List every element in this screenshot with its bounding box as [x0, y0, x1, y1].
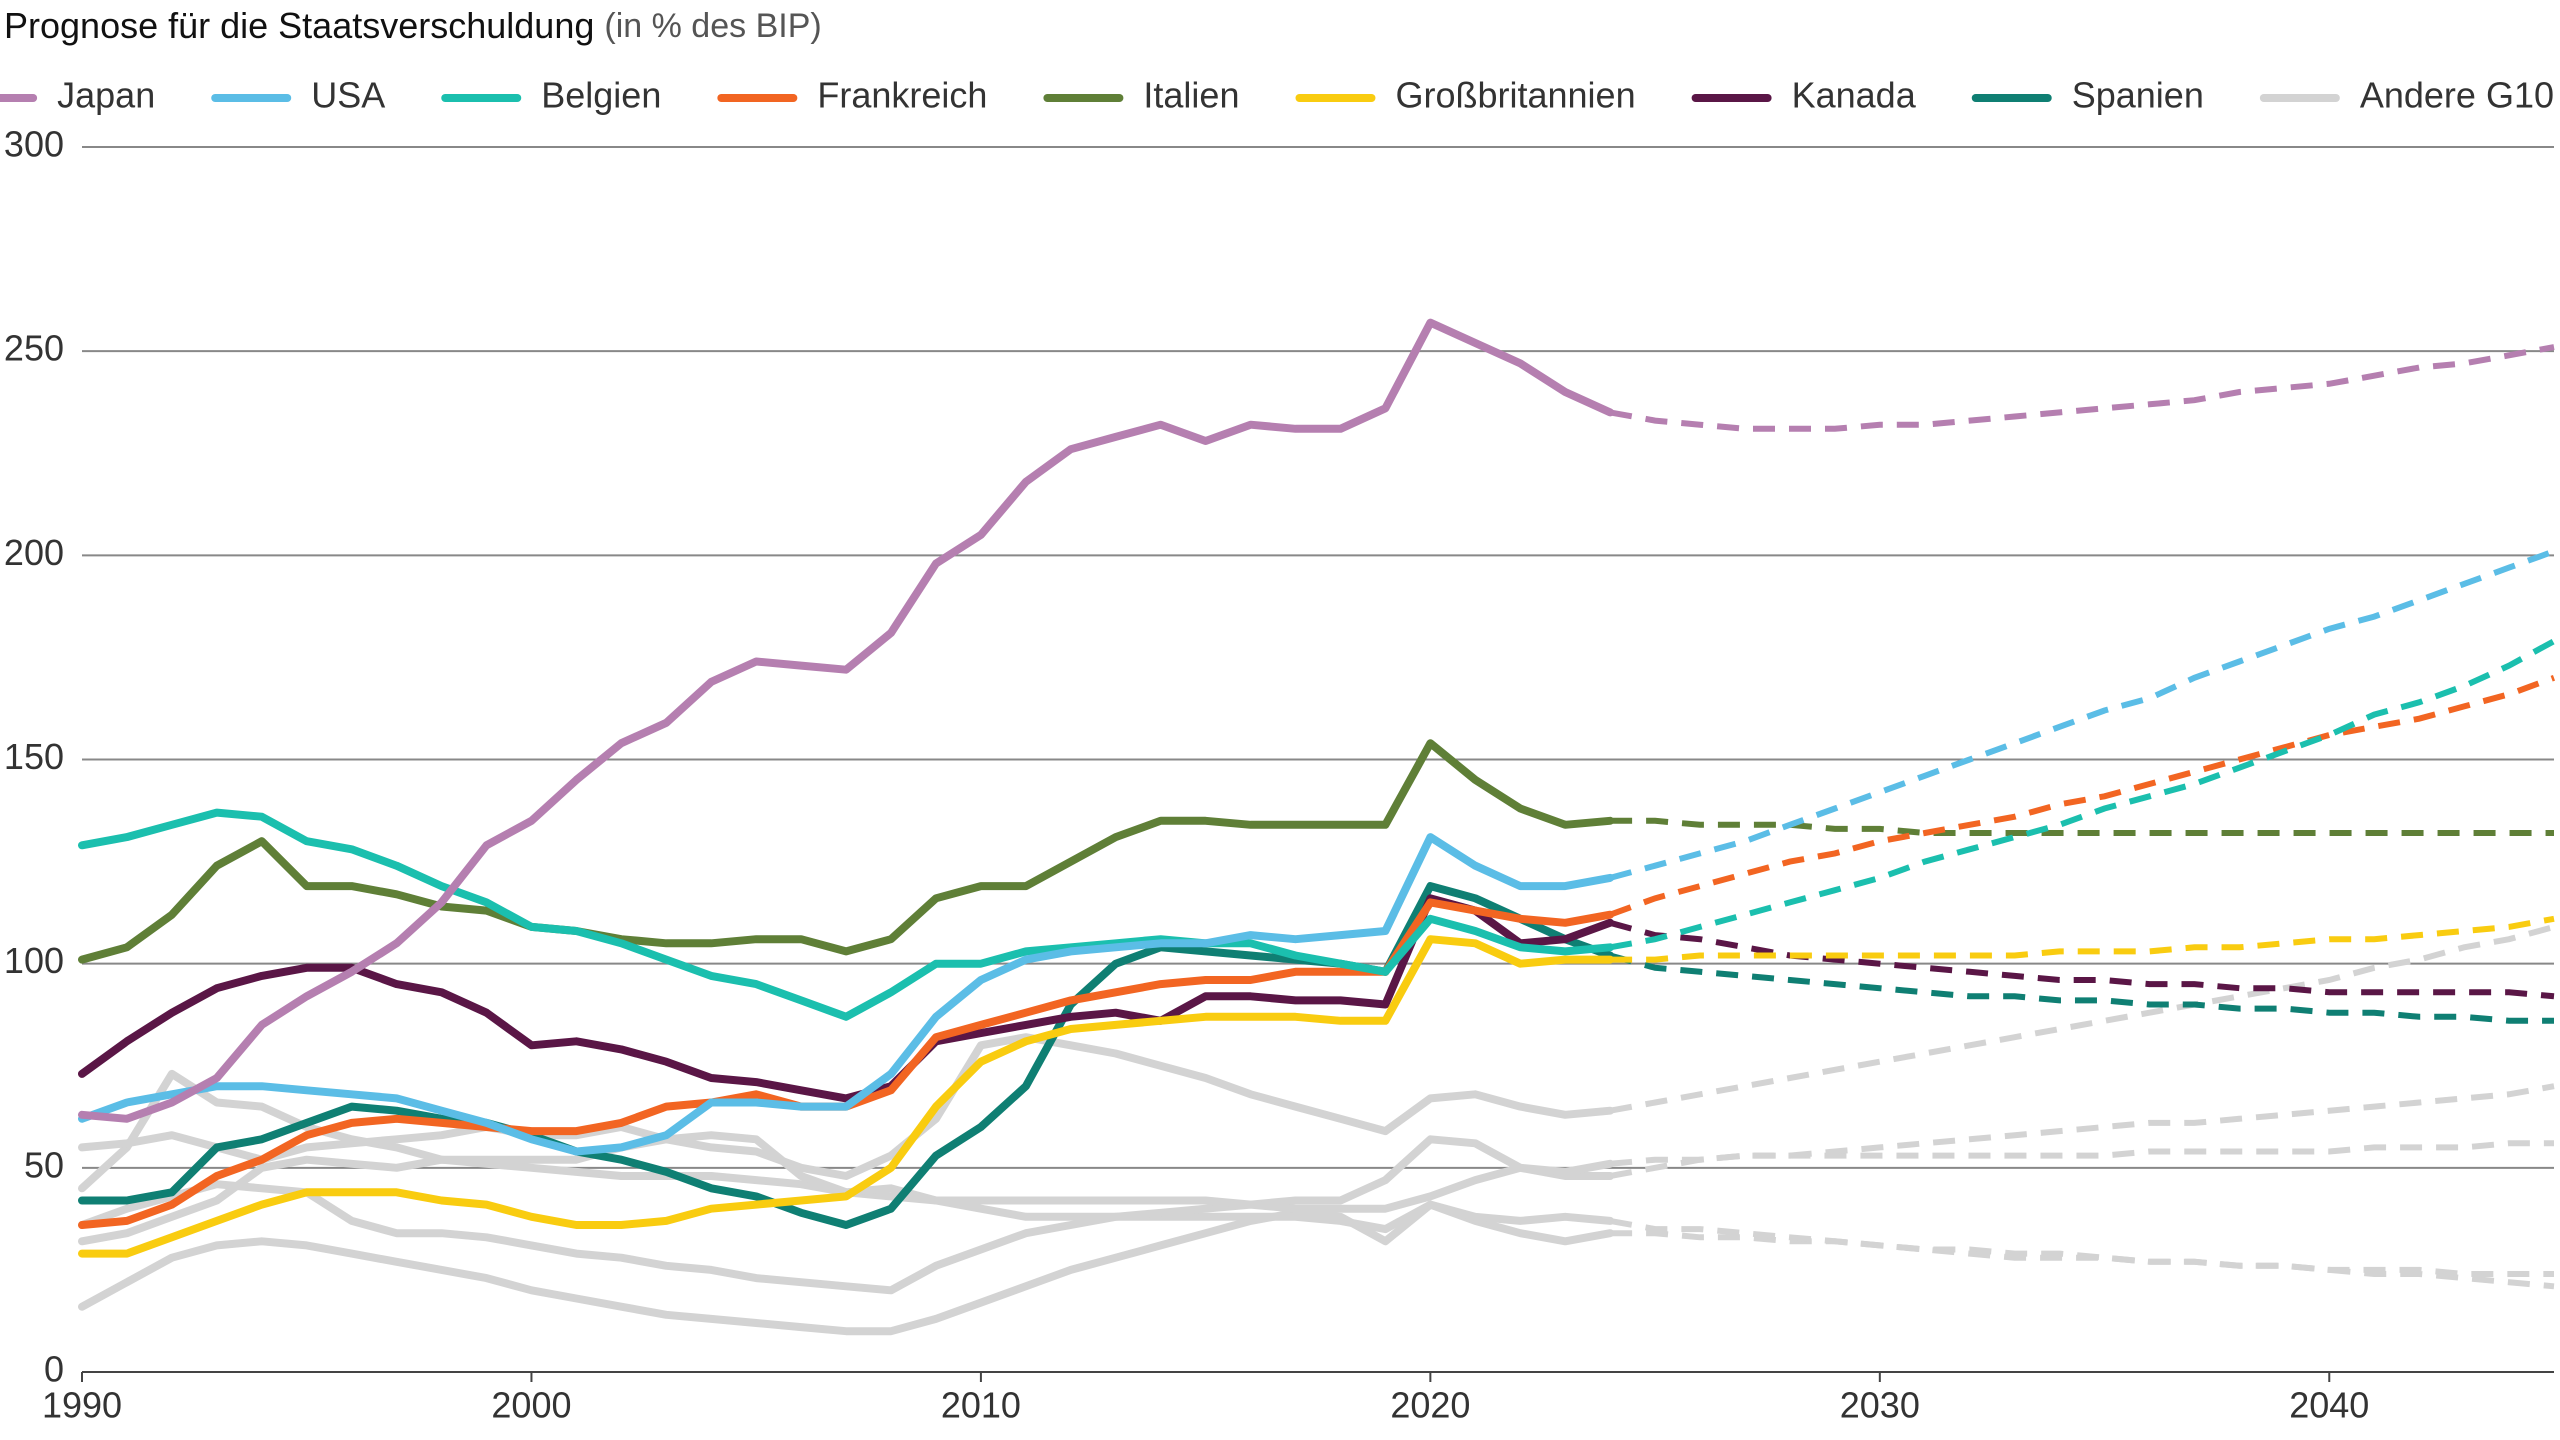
legend: Japan USA Belgien Frankreich Italien Großbrit…: [0, 75, 2554, 116]
legend-label: Belgien: [541, 75, 661, 116]
legend-label: Spanien: [2072, 75, 2204, 116]
x-tick-label: 2010: [941, 1385, 1021, 1426]
legend-item: Frankreich: [717, 75, 987, 116]
legend-item: Italien: [1043, 75, 1239, 116]
x-tick-label: 2020: [1390, 1385, 1470, 1426]
forecast-line: [1609, 919, 2555, 1000]
forecast-line: [1610, 915, 2555, 963]
legend-label: Kanada: [1792, 75, 1917, 116]
forecast-line: [1609, 924, 2555, 1114]
forecast-line: [1609, 1140, 2554, 1179]
x-tick-label: 2030: [1840, 1385, 1920, 1426]
legend-label: Andere G10: [2360, 75, 2554, 116]
y-tick-label: 100: [4, 940, 64, 981]
series-line: [78, 1033, 1615, 1180]
legend-label: Japan: [57, 75, 155, 116]
legend-item: USA: [211, 75, 385, 116]
legend-item: Großbritannien: [1295, 75, 1636, 116]
forecast-line: [1609, 674, 2556, 918]
forecast-line: [1609, 638, 2556, 951]
forecast-line: [1609, 548, 2556, 881]
legend-item: Japan: [0, 75, 155, 116]
subtitle: (in % des BIP): [604, 7, 821, 45]
legend-item: Spanien: [1971, 75, 2204, 116]
series-line: [78, 935, 1615, 1258]
y-tick-label: 300: [4, 124, 64, 165]
y-tick-label: 200: [4, 532, 64, 573]
series-line: [78, 894, 1615, 1103]
series-line: [78, 808, 1615, 1021]
forecast-line: [1609, 1217, 2554, 1277]
lines: [78, 318, 2556, 1336]
series-line: [78, 318, 1615, 1123]
series-line: [78, 1180, 1615, 1295]
legend-item: Kanada: [1691, 75, 1917, 116]
x-tick-label: 2000: [491, 1385, 571, 1426]
legend-label: USA: [311, 75, 385, 116]
chart-title: Prognose für die Staatsverschuldung (in …: [4, 5, 822, 46]
series-line: [78, 739, 1615, 964]
series-line: [78, 833, 1615, 1156]
y-tick-label: 0: [44, 1349, 64, 1390]
y-tick-label: 50: [24, 1144, 64, 1185]
legend-label: Italien: [1143, 75, 1239, 116]
title: Prognose für die Staatsverschuldung: [4, 5, 594, 46]
legend-item: Belgien: [441, 75, 661, 116]
x-tick-label: 2040: [2289, 1385, 2369, 1426]
forecast-line: [1610, 817, 2554, 836]
x-tick-label: 1990: [42, 1385, 122, 1426]
legend-label: Frankreich: [817, 75, 987, 116]
y-tick-label: 250: [4, 328, 64, 369]
legend-item: Andere G10: [2259, 75, 2554, 116]
forecast-line: [1609, 1083, 2555, 1167]
y-tick-label: 150: [4, 736, 64, 777]
legend-label: Großbritannien: [1395, 75, 1635, 116]
forecast-line: [1609, 952, 2554, 1024]
grid: 0 50 100 150 200 250 300 1990 2000 2010 2020 2030 20…: [4, 124, 2554, 1426]
forecast-line: [1609, 344, 2555, 432]
